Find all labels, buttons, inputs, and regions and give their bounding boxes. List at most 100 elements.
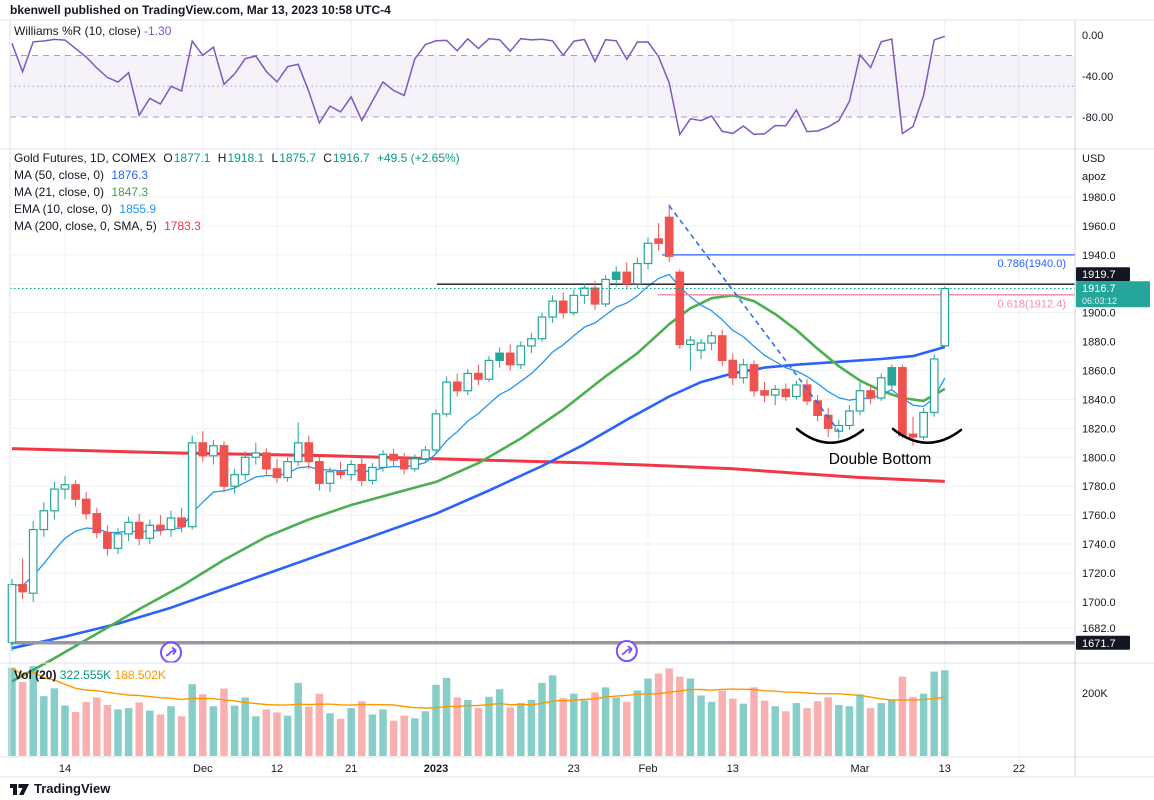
ema10-line [11, 273, 946, 587]
svg-text:1880.0: 1880.0 [1082, 337, 1116, 349]
last-price-badge [1076, 281, 1150, 308]
ma50-line [11, 345, 946, 650]
williams-r-pane [10, 35, 1075, 137]
svg-text:13: 13 [939, 763, 951, 775]
wpr-legend-value: -1.30 [144, 24, 172, 38]
footer-brand[interactable]: TradingView [10, 781, 110, 796]
svg-text:12: 12 [271, 763, 283, 775]
svg-text:1980.0: 1980.0 [1082, 192, 1116, 204]
svg-text:13: 13 [727, 763, 739, 775]
close-label: C [323, 151, 332, 165]
double-bottom-arc-2 [891, 427, 963, 444]
ema10-legend-row[interactable]: EMA (10, close, 0) 1855.9 [14, 201, 464, 218]
svg-text:Dec: Dec [193, 763, 213, 775]
low-label: L [271, 151, 279, 165]
symbol-title: Gold Futures, 1D, COMEX [14, 151, 157, 165]
ma50-legend-row[interactable]: MA (50, close, 0) 1876.3 [14, 167, 464, 184]
svg-text:1720.0: 1720.0 [1082, 568, 1116, 580]
ma200-legend-row[interactable]: MA (200, close, 0, SMA, 5) 1783.3 [14, 218, 464, 235]
ma21-value: 1847.3 [111, 185, 149, 199]
wpr-legend-label: Williams %R (10, close) [14, 24, 141, 38]
chart-canvas[interactable]: 0.786(1940.0)0.618(1912.4)Double Bottom0… [0, 0, 1154, 778]
close-value: 1916.7 [332, 151, 370, 165]
svg-text:23: 23 [568, 763, 580, 775]
ema10-value: 1855.9 [119, 202, 157, 216]
svg-text:06:03:12: 06:03:12 [1082, 296, 1117, 306]
symbol-legend-row[interactable]: Gold Futures, 1D, COMEX O1877.1 H1918.1 … [14, 150, 464, 167]
main-legend: Gold Futures, 1D, COMEX O1877.1 H1918.1 … [14, 150, 464, 235]
tradingview-logo-text: TradingView [34, 781, 111, 796]
ma50-label: MA (50, close, 0) [14, 168, 105, 182]
svg-text:-80.00: -80.00 [1082, 112, 1113, 124]
moving-averages [11, 273, 946, 683]
price-levels[interactable]: 0.786(1940.0) 0.618(1912.4) [10, 254, 1075, 645]
svg-text:2023: 2023 [424, 763, 448, 775]
tradingview-logo-icon [10, 782, 29, 796]
svg-text:1760.0: 1760.0 [1082, 510, 1116, 522]
svg-text:1900.0: 1900.0 [1082, 308, 1116, 320]
svg-text:0.00: 0.00 [1082, 30, 1103, 42]
svg-text:1916.7: 1916.7 [1082, 283, 1116, 295]
ma200-value: 1783.3 [164, 219, 201, 233]
williams-r-line [11, 35, 946, 137]
svg-text:Double Bottom: Double Bottom [829, 451, 932, 468]
price-scale[interactable]: 0.00 -40.00 -80.00 USD apoz 1980.0 1960.0 1940.… [1076, 30, 1150, 700]
svg-text:1780.0: 1780.0 [1082, 481, 1116, 493]
drawings[interactable]: Double Bottom [160, 205, 963, 664]
pane-borders [0, 19, 1154, 778]
volume-ma-line [11, 667, 945, 709]
svg-text:-40.00: -40.00 [1082, 71, 1113, 83]
open-label: O [163, 151, 173, 165]
ma200-line [11, 447, 945, 483]
ma21-line [11, 294, 946, 683]
volume-legend[interactable]: Vol (20) 322.555K 188.502K [14, 667, 166, 684]
svg-text:200K: 200K [1082, 688, 1108, 700]
dashed-trendline [668, 205, 840, 432]
high-value: 1918.1 [227, 151, 265, 165]
svg-text:1700.0: 1700.0 [1082, 597, 1116, 609]
volume-ma-value: 188.502K [114, 668, 166, 682]
svg-text:Mar: Mar [851, 763, 870, 775]
double-bottom-arc-1 [795, 427, 865, 444]
svg-text:1840.0: 1840.0 [1082, 394, 1116, 406]
low-value: 1875.7 [279, 151, 316, 165]
wpr-legend[interactable]: Williams %R (10, close) -1.30 [14, 23, 171, 40]
svg-text:1940.0: 1940.0 [1082, 250, 1116, 262]
svg-text:apoz: apoz [1082, 171, 1106, 183]
ma21-legend-row[interactable]: MA (21, close, 0) 1847.3 [14, 184, 464, 201]
volume-legend-label: Vol (20) [14, 668, 57, 682]
arrow-marker-icon-2[interactable] [615, 640, 638, 663]
arrow-marker-icon-1[interactable] [160, 641, 182, 664]
svg-text:1682.0: 1682.0 [1082, 623, 1116, 635]
volume-value: 322.555K [59, 668, 112, 682]
ema10-label: EMA (10, close, 0) [14, 202, 113, 216]
publish-header: bkenwell published on TradingView.com, M… [10, 3, 391, 17]
change-value: +49.5 (+2.65%) [376, 151, 460, 165]
svg-text:1671.7: 1671.7 [1082, 638, 1116, 650]
svg-text:1740.0: 1740.0 [1082, 539, 1116, 551]
high-label: H [217, 151, 227, 165]
svg-text:1919.7: 1919.7 [1082, 269, 1116, 281]
svg-text:Feb: Feb [639, 763, 658, 775]
volume-pane [8, 666, 949, 756]
svg-text:USD: USD [1082, 153, 1105, 165]
gridlines [10, 20, 1075, 757]
high-line-badge [1076, 267, 1130, 282]
time-scale[interactable]: 14 Dec 12 21 2023 23 Feb 13 Mar 13 22 [59, 763, 1025, 775]
ma50-value: 1876.3 [111, 168, 149, 182]
svg-text:1860.0: 1860.0 [1082, 366, 1116, 378]
svg-text:0.786(1940.0): 0.786(1940.0) [998, 258, 1067, 270]
ma21-label: MA (21, close, 0) [14, 185, 105, 199]
ma200-label: MA (200, close, 0, SMA, 5) [14, 219, 157, 233]
svg-text:1820.0: 1820.0 [1082, 423, 1116, 435]
svg-text:1960.0: 1960.0 [1082, 221, 1116, 233]
svg-text:22: 22 [1013, 763, 1025, 775]
svg-text:0.618(1912.4): 0.618(1912.4) [998, 299, 1067, 311]
candlesticks [7, 204, 950, 652]
open-value: 1877.1 [173, 151, 211, 165]
svg-text:1800.0: 1800.0 [1082, 452, 1116, 464]
svg-text:21: 21 [345, 763, 357, 775]
low-line-badge [1076, 635, 1130, 650]
svg-text:14: 14 [59, 763, 71, 775]
